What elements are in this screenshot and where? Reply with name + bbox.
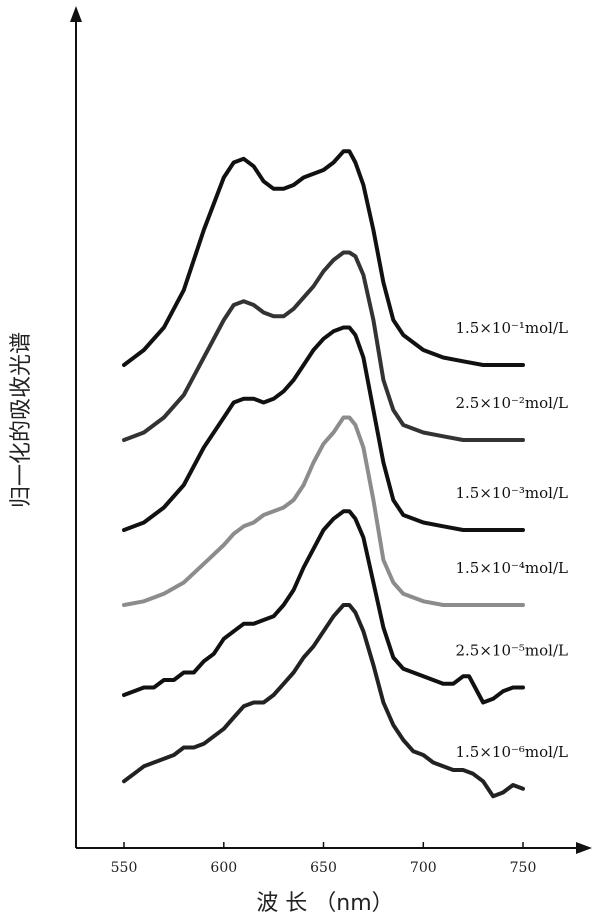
x-tick-label-750: 750	[510, 860, 537, 876]
x-tick-label-600: 600	[210, 860, 237, 876]
y-axis-title: 归一化的吸收光谱	[9, 332, 34, 508]
y-axis-arrow	[70, 6, 82, 22]
series-label-4: 1.5×10⁻⁴mol/L	[455, 559, 568, 577]
x-axis-title: 波 长 （nm）	[256, 891, 393, 916]
x-tick-label-700: 700	[410, 860, 437, 876]
series-line-2	[122, 250, 525, 442]
series-layer	[122, 149, 525, 799]
series-line-1	[122, 149, 525, 367]
series-line-3	[122, 325, 525, 532]
series-label-6: 1.5×10⁻⁶mol/L	[455, 743, 568, 761]
series-line-5	[122, 509, 525, 705]
x-tick-label-650: 650	[310, 860, 337, 876]
x-tick-label-550: 550	[111, 860, 138, 876]
series-label-2: 2.5×10⁻²mol/L	[455, 394, 568, 412]
x-axis-arrow	[576, 842, 592, 854]
label-layer: 1.5×10⁻¹mol/L 2.5×10⁻²mol/L 1.5×10⁻³mol/L 1…	[455, 319, 568, 761]
series-label-1: 1.5×10⁻¹mol/L	[455, 319, 568, 337]
tick-layer: 550 600 650 700 750	[111, 842, 537, 876]
series-line-6	[122, 603, 525, 799]
series-line-4	[122, 415, 525, 607]
series-label-5: 2.5×10⁻⁵mol/L	[455, 642, 568, 660]
series-label-3: 1.5×10⁻³mol/L	[455, 484, 568, 502]
axes-layer	[70, 6, 592, 854]
